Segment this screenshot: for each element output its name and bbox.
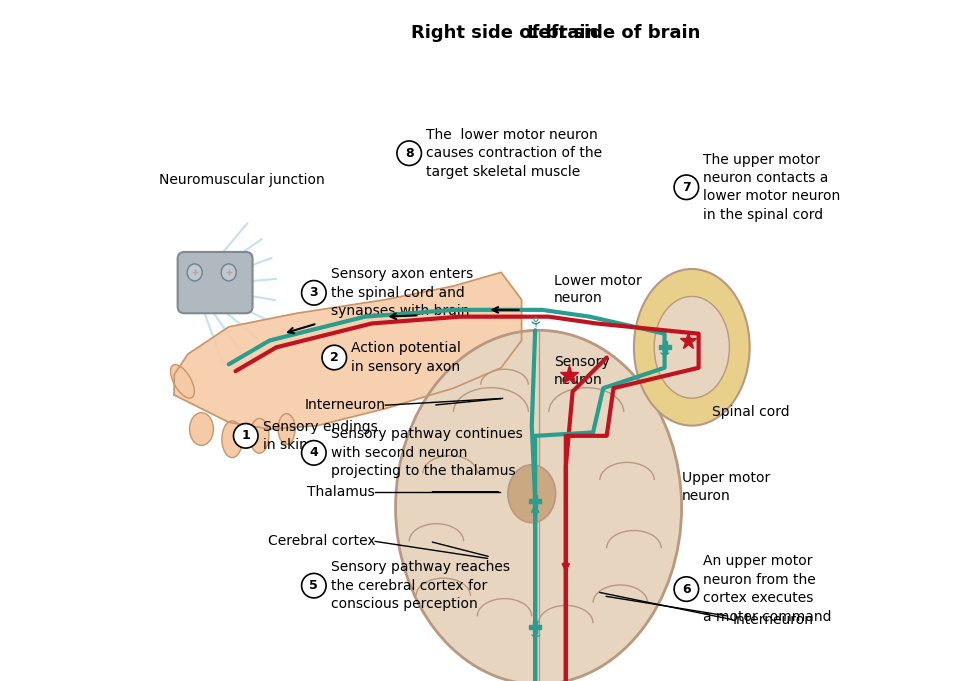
Text: Interneuron: Interneuron <box>304 398 385 412</box>
Text: Right side of brain: Right side of brain <box>410 24 598 42</box>
Text: 4: 4 <box>309 446 318 460</box>
Ellipse shape <box>221 264 236 281</box>
Circle shape <box>301 573 326 598</box>
Text: 8: 8 <box>405 146 413 160</box>
Text: The upper motor
neuron contacts a
lower motor neuron
in the spinal cord: The upper motor neuron contacts a lower … <box>703 153 840 222</box>
Text: Upper motor
neuron: Upper motor neuron <box>682 471 770 503</box>
Text: 7: 7 <box>682 180 690 194</box>
Circle shape <box>674 577 699 601</box>
Text: An upper motor
neuron from the
cortex executes
a motor command: An upper motor neuron from the cortex ex… <box>703 554 832 624</box>
Text: ⚘: ⚘ <box>528 316 542 331</box>
Text: 1: 1 <box>242 429 251 443</box>
Text: Sensory axon enters
the spinal cord and
synapses with brain: Sensory axon enters the spinal cord and … <box>331 268 473 318</box>
Circle shape <box>322 345 346 370</box>
Text: 2: 2 <box>330 351 338 364</box>
Ellipse shape <box>250 418 269 454</box>
Text: Sensory
neuron: Sensory neuron <box>554 355 610 387</box>
Ellipse shape <box>654 296 729 398</box>
Circle shape <box>233 424 258 448</box>
Ellipse shape <box>508 464 556 523</box>
Polygon shape <box>175 272 522 429</box>
Text: Interneuron: Interneuron <box>732 613 814 627</box>
Text: 3: 3 <box>309 286 318 300</box>
Text: ⚘: ⚘ <box>658 347 672 362</box>
Text: Action potential
in sensory axon: Action potential in sensory axon <box>351 341 461 374</box>
FancyBboxPatch shape <box>177 252 253 313</box>
Ellipse shape <box>187 264 202 281</box>
Ellipse shape <box>396 330 682 681</box>
Text: Sensory pathway reaches
the cerebral cortex for
conscious perception: Sensory pathway reaches the cerebral cor… <box>331 560 510 611</box>
Ellipse shape <box>222 421 243 458</box>
Circle shape <box>397 141 421 165</box>
Text: Sensory endings
in skin: Sensory endings in skin <box>263 419 377 452</box>
Text: ⚘: ⚘ <box>528 629 542 644</box>
Text: Left side of brain: Left side of brain <box>526 24 700 42</box>
Ellipse shape <box>634 269 750 426</box>
Text: Spinal cord: Spinal cord <box>712 405 790 419</box>
Text: 6: 6 <box>682 582 690 596</box>
Circle shape <box>301 441 326 465</box>
Text: Lower motor
neuron: Lower motor neuron <box>554 274 642 305</box>
Text: The  lower motor neuron
causes contraction of the
target skeletal muscle: The lower motor neuron causes contractio… <box>426 128 603 178</box>
Text: Cerebral cortex: Cerebral cortex <box>267 535 375 548</box>
Text: Neuromuscular junction: Neuromuscular junction <box>160 174 326 187</box>
Ellipse shape <box>189 413 214 445</box>
Text: Sensory pathway continues
with second neuron
projecting to the thalamus: Sensory pathway continues with second ne… <box>331 428 523 478</box>
Text: Thalamus: Thalamus <box>307 485 375 498</box>
Ellipse shape <box>171 364 194 398</box>
Circle shape <box>674 175 699 200</box>
Circle shape <box>301 281 326 305</box>
Ellipse shape <box>278 413 295 445</box>
Text: 5: 5 <box>309 579 318 592</box>
